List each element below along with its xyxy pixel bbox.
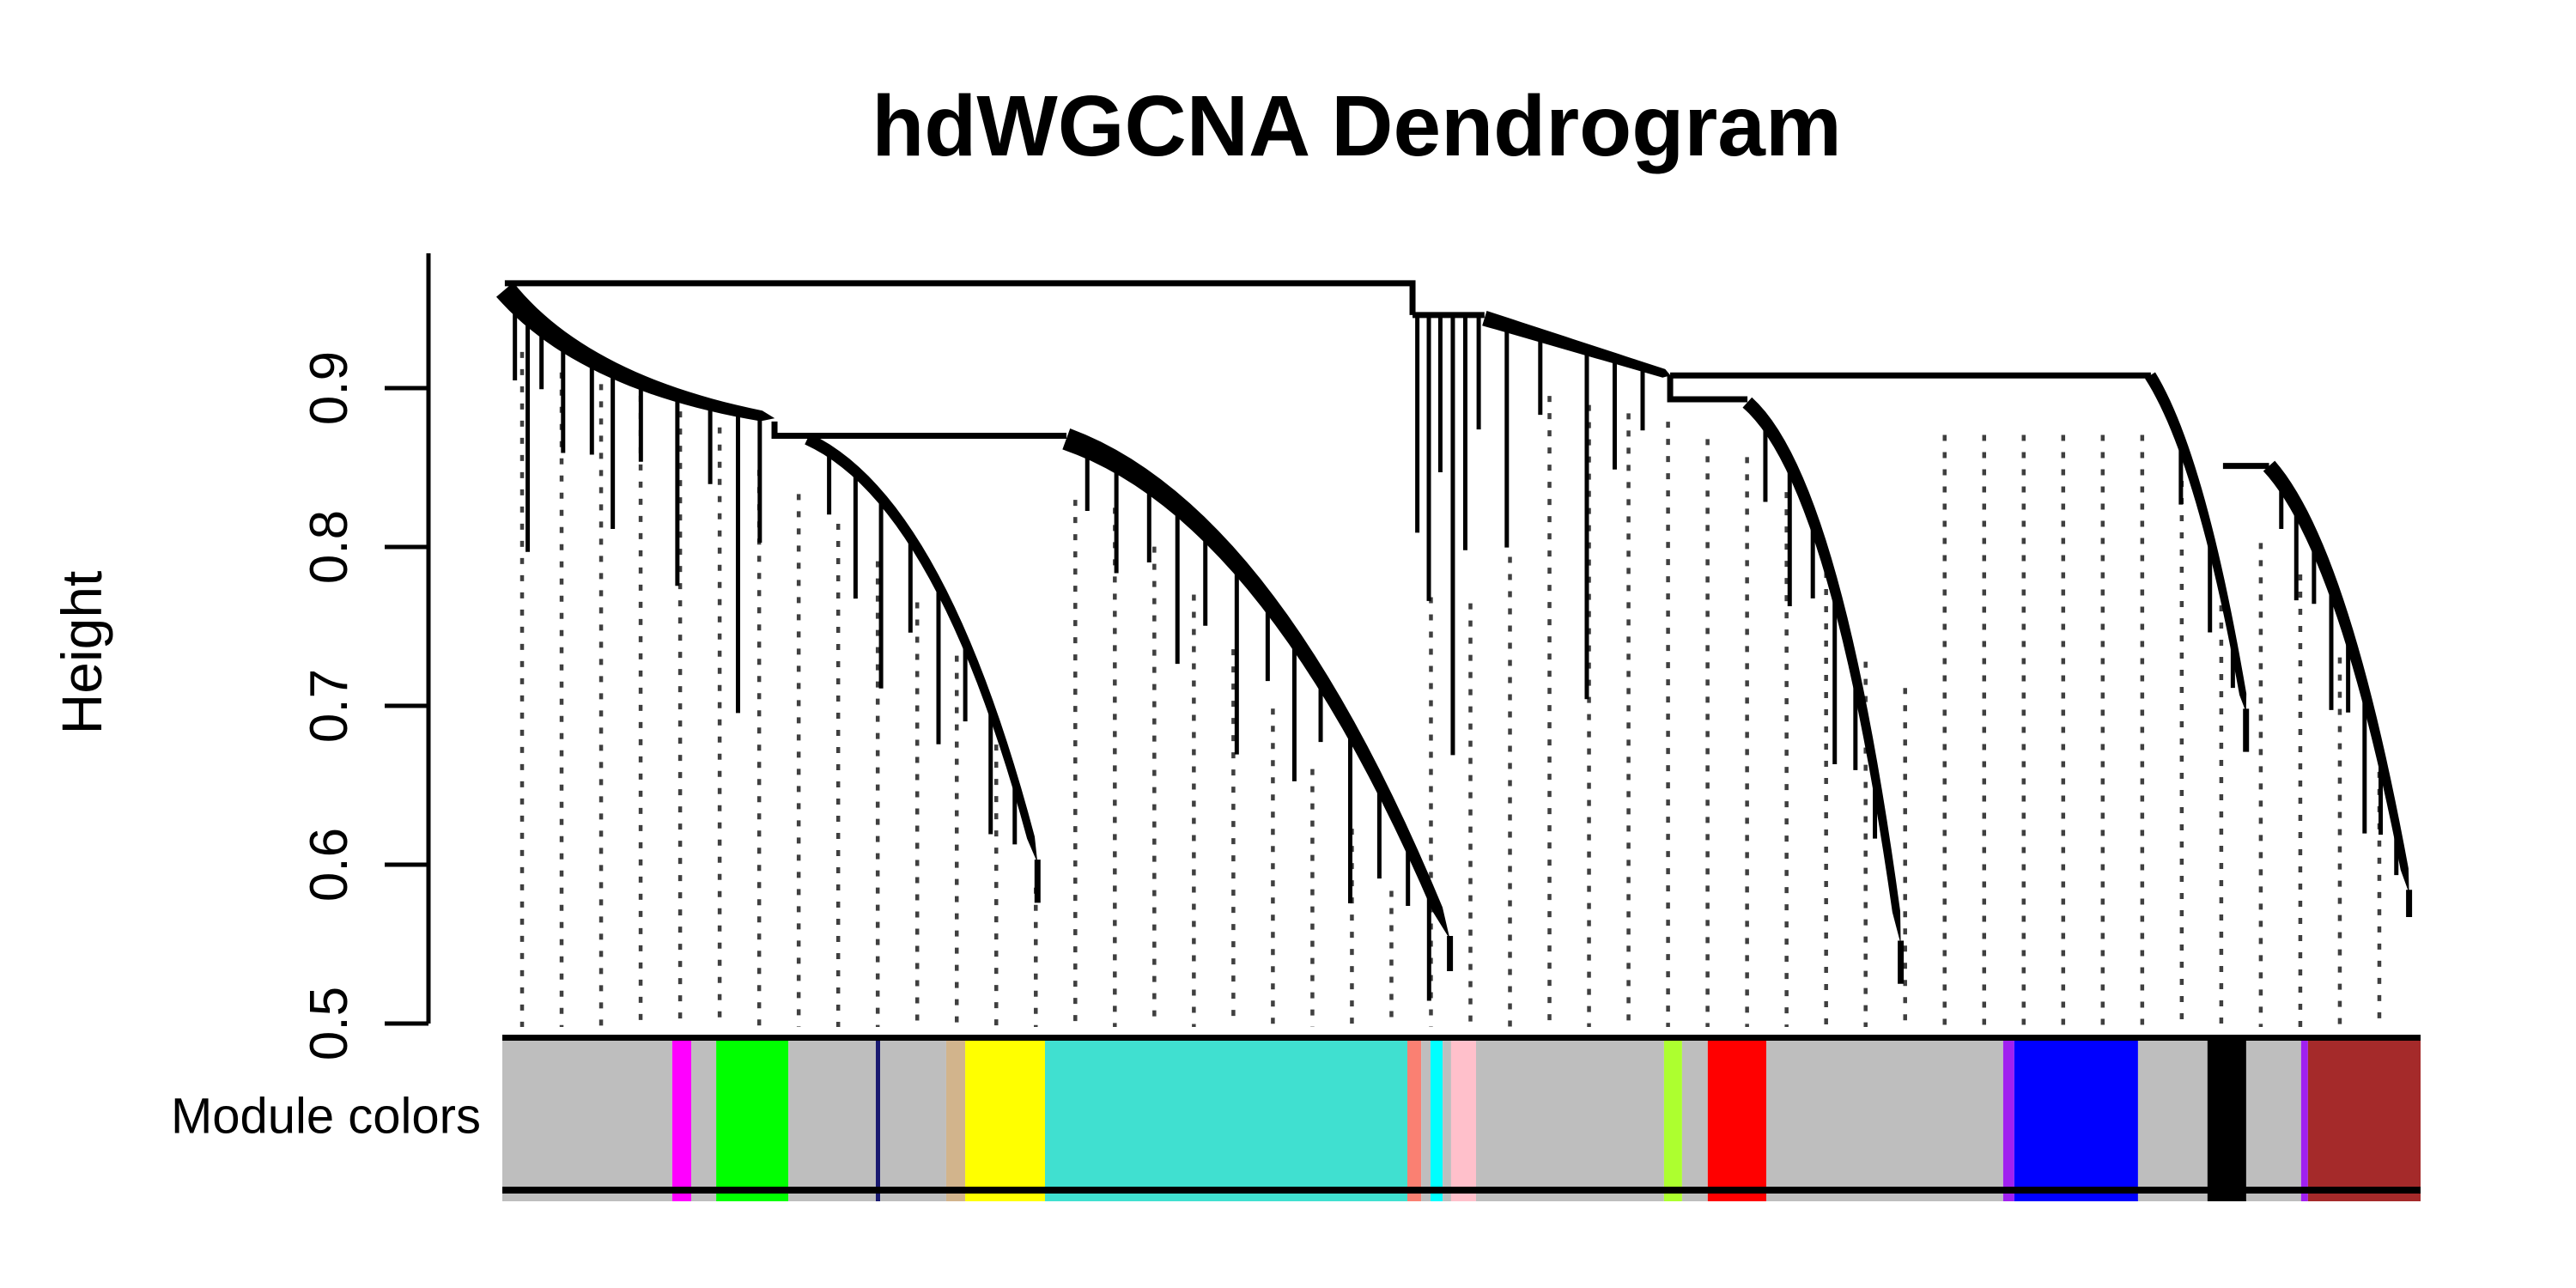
module-segment-greenyellow (1663, 1035, 1682, 1201)
module-segment-grey (691, 1035, 717, 1201)
module-segment-grey (1443, 1035, 1451, 1201)
module-segment-grey (1765, 1035, 2003, 1201)
dendrogram-branch (2263, 460, 2409, 894)
module-segment-cyan (1431, 1035, 1443, 1201)
branch-connector-right-step-ledge (1667, 375, 1748, 403)
y-tick-label: 0.9 (300, 351, 359, 425)
module-segment-grey (502, 1035, 672, 1201)
module-segment-grey (1421, 1035, 1431, 1201)
module-segment-grey (1681, 1035, 1708, 1201)
module-segment-turquoise (1044, 1035, 1408, 1201)
module-segment-grey (2137, 1035, 2208, 1201)
y-tick-label: 0.8 (300, 510, 359, 584)
bar-top-border (502, 1035, 2421, 1041)
module-segment-midnightblue (875, 1035, 881, 1201)
module-segment-green (716, 1035, 789, 1201)
y-tick-label: 0.6 (300, 828, 359, 902)
y-tick-label: 0.7 (300, 669, 359, 743)
module-segment-black (2207, 1035, 2246, 1201)
module-segment-brown (2307, 1035, 2421, 1201)
module-segment-purple (2002, 1035, 2014, 1201)
module-segment-yellow (965, 1035, 1045, 1201)
dendrogram-branch (1062, 428, 1450, 939)
module-segment-pink (1450, 1035, 1476, 1201)
dendrogram-branch (495, 282, 775, 422)
module-segment-salmon (1407, 1035, 1422, 1201)
dendrogram-branch (1482, 310, 1671, 378)
module-segment-tan (945, 1035, 966, 1201)
branch-connector-left-ledge (771, 421, 1067, 439)
module-segment-grey (1475, 1035, 1664, 1201)
module-segment-purple (2300, 1035, 2308, 1201)
module-segment-red (1707, 1035, 1766, 1201)
module-segment-blue (2014, 1035, 2138, 1201)
module-segment-grey (2245, 1035, 2301, 1201)
y-axis-label: Height (50, 570, 113, 735)
module-segment-grey (880, 1035, 946, 1201)
module-colors-label: Module colors (170, 1088, 481, 1145)
branch-connector-root-merge (504, 280, 1416, 315)
bar-bottom-border (502, 1187, 2421, 1194)
chart-title: hdWGCNA Dendrogram (872, 78, 1842, 174)
y-tick-label: 0.5 (300, 987, 359, 1060)
module-segment-magenta (671, 1035, 692, 1201)
module-segment-grey (788, 1035, 876, 1201)
